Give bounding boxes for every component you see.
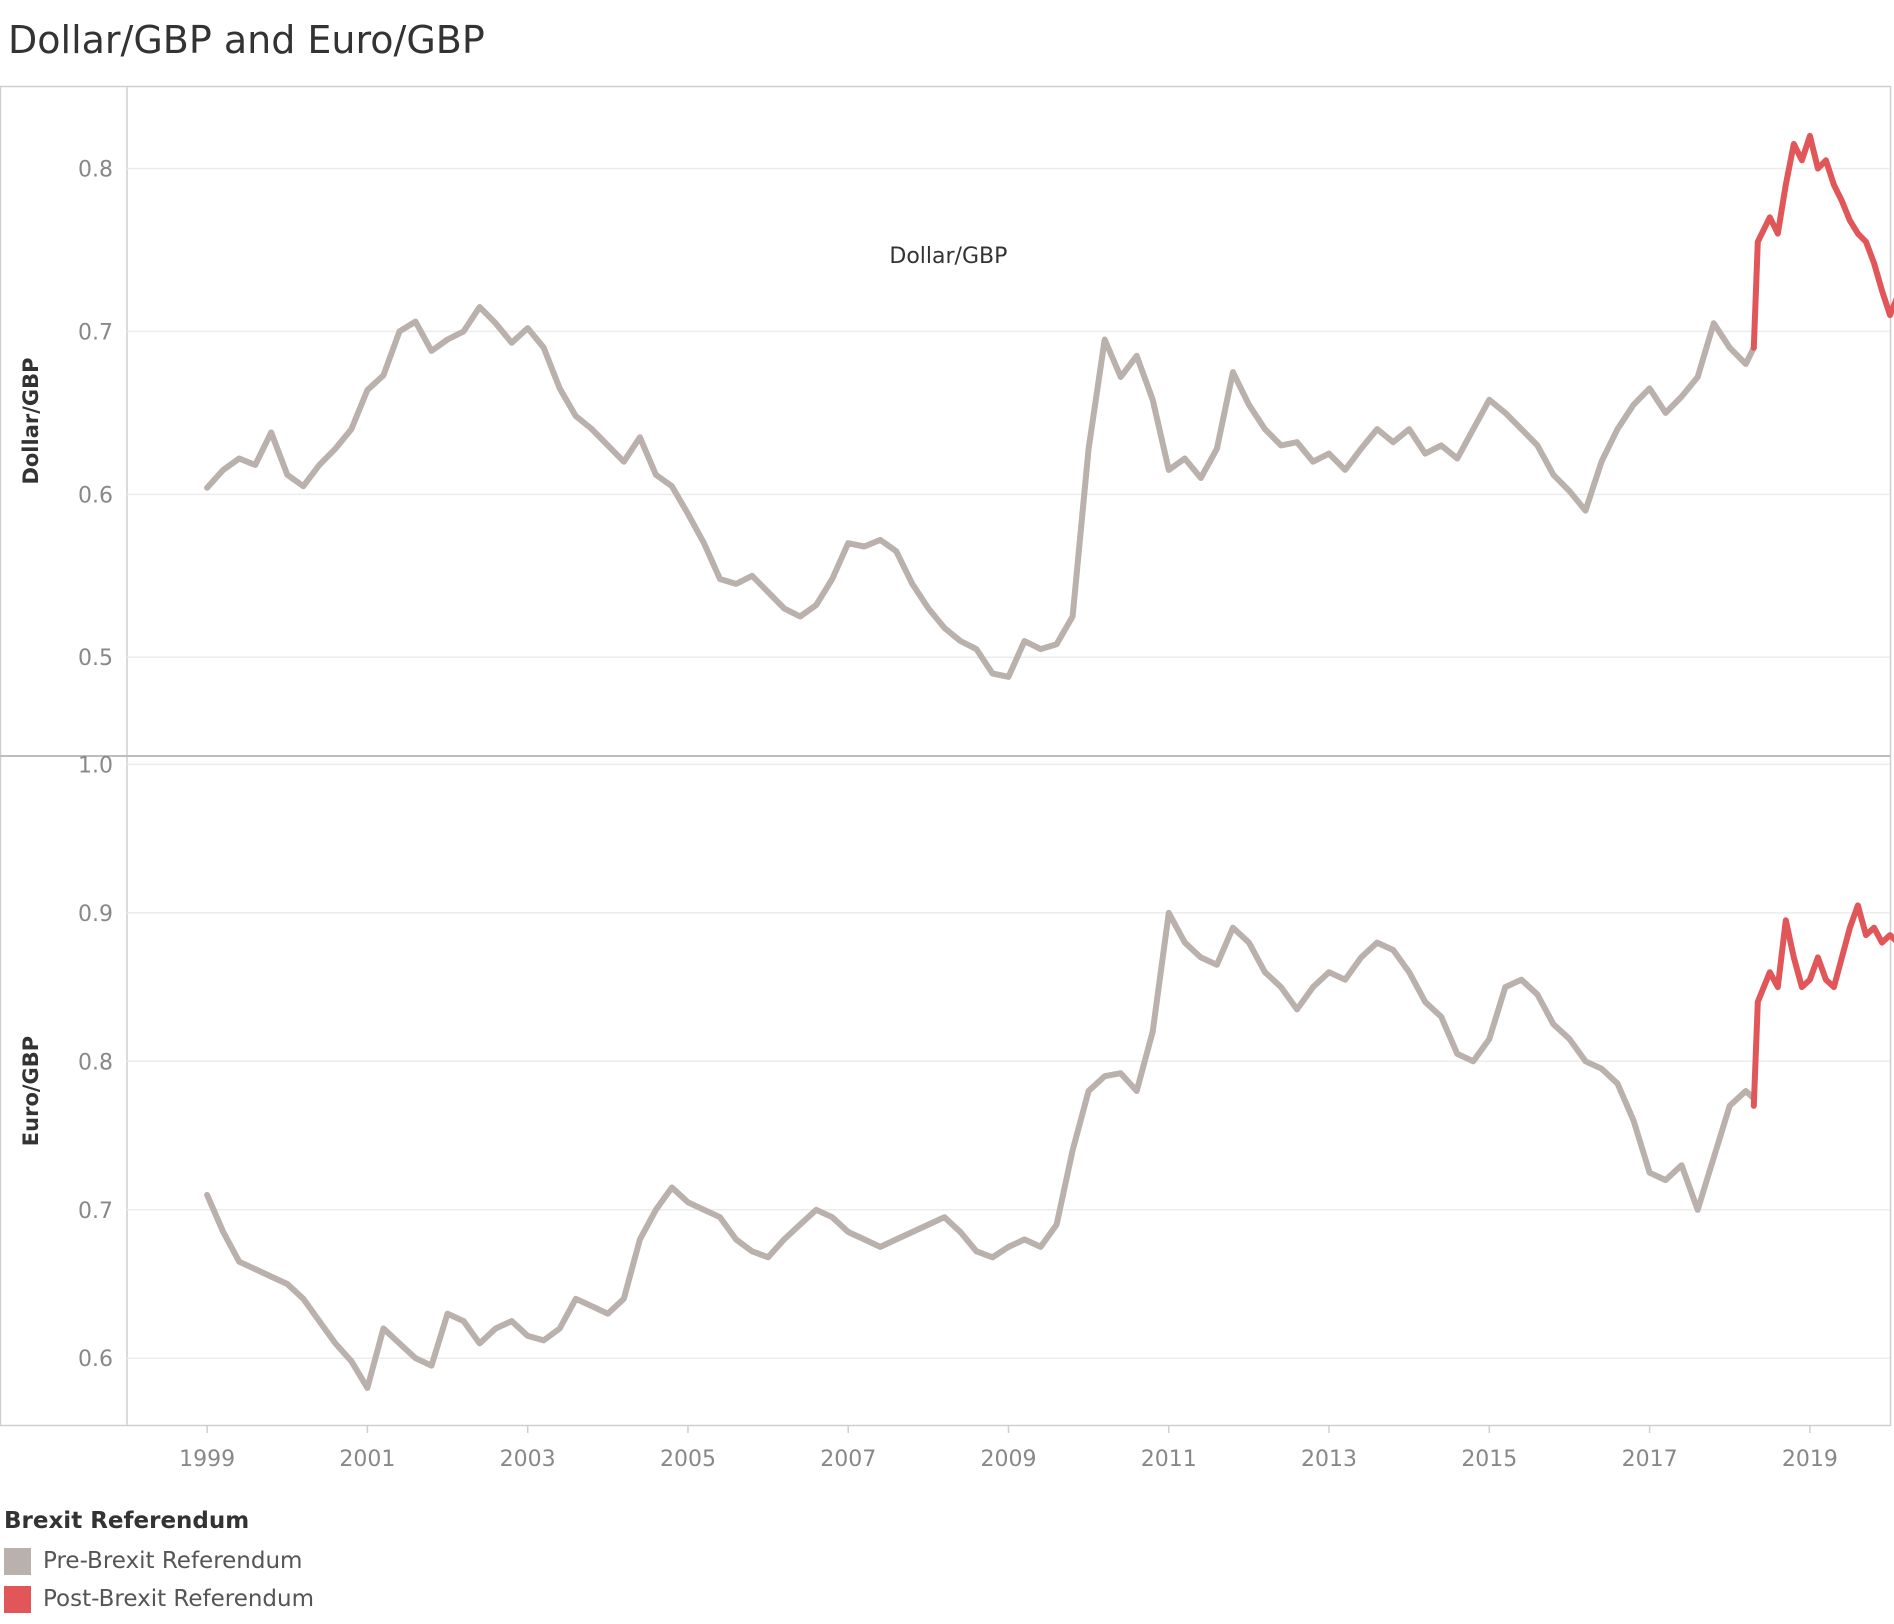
axis-labels: 0.5 0.6 0.7 0.8 Dollar/GBP Dollar/GBP 0.6 0.7 0.… [19, 157, 1838, 1472]
x-tick-label: 2001 [339, 1447, 395, 1472]
x-tick-label: 2005 [660, 1447, 716, 1472]
legend-swatch-post [4, 1586, 31, 1613]
y-tick-label: 1.0 [78, 753, 113, 778]
x-tick-label: 2017 [1622, 1447, 1678, 1472]
legend-title: Brexit Referendum [4, 1508, 314, 1534]
legend-item-post[interactable]: Post-Brexit Referendum [4, 1580, 314, 1618]
x-tick-label: 1999 [179, 1447, 235, 1472]
series-line-post-brexit[interactable] [1754, 905, 1894, 1105]
legend-item-pre[interactable]: Pre-Brexit Referendum [4, 1542, 314, 1580]
x-tick-label: 2013 [1301, 1447, 1357, 1472]
series-line-pre-brexit[interactable] [207, 913, 1754, 1388]
legend-label-pre: Pre-Brexit Referendum [43, 1548, 302, 1574]
y-axis-title: Dollar/GBP [19, 357, 43, 484]
y-tick-label: 0.6 [78, 483, 113, 508]
y-tick-label: 0.7 [78, 1199, 113, 1224]
line-annotation: Dollar/GBP [889, 244, 1007, 269]
x-tick-label: 2007 [820, 1447, 876, 1472]
chart-frames [0, 87, 1891, 1434]
x-tick-label: 2011 [1141, 1447, 1197, 1472]
series-line-post-brexit[interactable] [1754, 136, 1894, 348]
y-tick-label: 0.6 [78, 1347, 113, 1372]
legend-swatch-pre [4, 1548, 31, 1575]
y-tick-label: 0.7 [78, 320, 113, 345]
y-axis-title: Euro/GBP [19, 1036, 43, 1146]
legend: Brexit Referendum Pre-Brexit Referendum … [4, 1508, 314, 1618]
y-tick-label: 0.9 [78, 902, 113, 927]
y-tick-label: 0.8 [78, 1050, 113, 1075]
y-tick-label: 0.8 [78, 157, 113, 182]
x-tick-label: 2009 [981, 1447, 1037, 1472]
x-tick-label: 2019 [1782, 1447, 1838, 1472]
series-line-pre-brexit[interactable] [207, 307, 1754, 677]
series-lines [207, 136, 1894, 1388]
legend-label-post: Post-Brexit Referendum [43, 1586, 314, 1612]
x-tick-label: 2003 [500, 1447, 556, 1472]
x-tick-label: 2015 [1461, 1447, 1517, 1472]
chart-svg: 0.5 0.6 0.7 0.8 Dollar/GBP Dollar/GBP 0.6 0.7 0.… [0, 0, 1894, 1490]
y-tick-label: 0.5 [78, 646, 113, 671]
